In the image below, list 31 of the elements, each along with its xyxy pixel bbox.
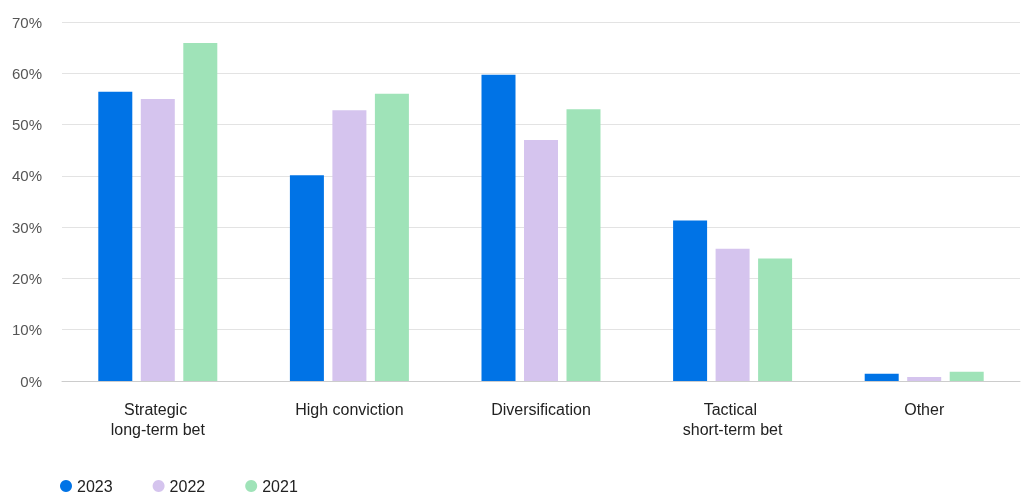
x-tick-label: High conviction — [295, 400, 404, 418]
x-tick-label: Strategic long-term bet — [110, 400, 206, 438]
bar — [715, 248, 750, 381]
bar — [332, 110, 367, 381]
x-tick-label: Other — [904, 400, 945, 418]
bar — [98, 91, 133, 381]
bar — [289, 175, 324, 381]
bar — [374, 93, 409, 381]
y-tick-label: 60% — [11, 64, 42, 82]
x-tick-label: Diversification — [491, 400, 591, 418]
bar — [524, 139, 558, 381]
bar — [673, 220, 708, 381]
y-tick-label: 40% — [11, 167, 42, 185]
bar — [949, 371, 984, 381]
legend-label: 2021 — [262, 477, 298, 495]
legend-label: 2022 — [169, 477, 206, 495]
y-tick-label: 30% — [11, 218, 42, 236]
legend-label: 2023 — [77, 477, 113, 495]
bar — [481, 74, 516, 381]
bar — [907, 376, 942, 381]
bar — [758, 258, 793, 381]
bar — [566, 109, 601, 381]
bar — [140, 98, 175, 381]
y-tick-label: 70% — [11, 13, 42, 31]
x-tick-label: Tactical short-term bet — [682, 400, 783, 438]
y-tick-label: 50% — [11, 116, 42, 134]
y-tick-label: 10% — [11, 321, 42, 339]
bar — [864, 373, 899, 381]
y-tick-label: 0% — [20, 372, 42, 390]
y-tick-label: 20% — [11, 269, 42, 287]
bar — [183, 43, 218, 381]
